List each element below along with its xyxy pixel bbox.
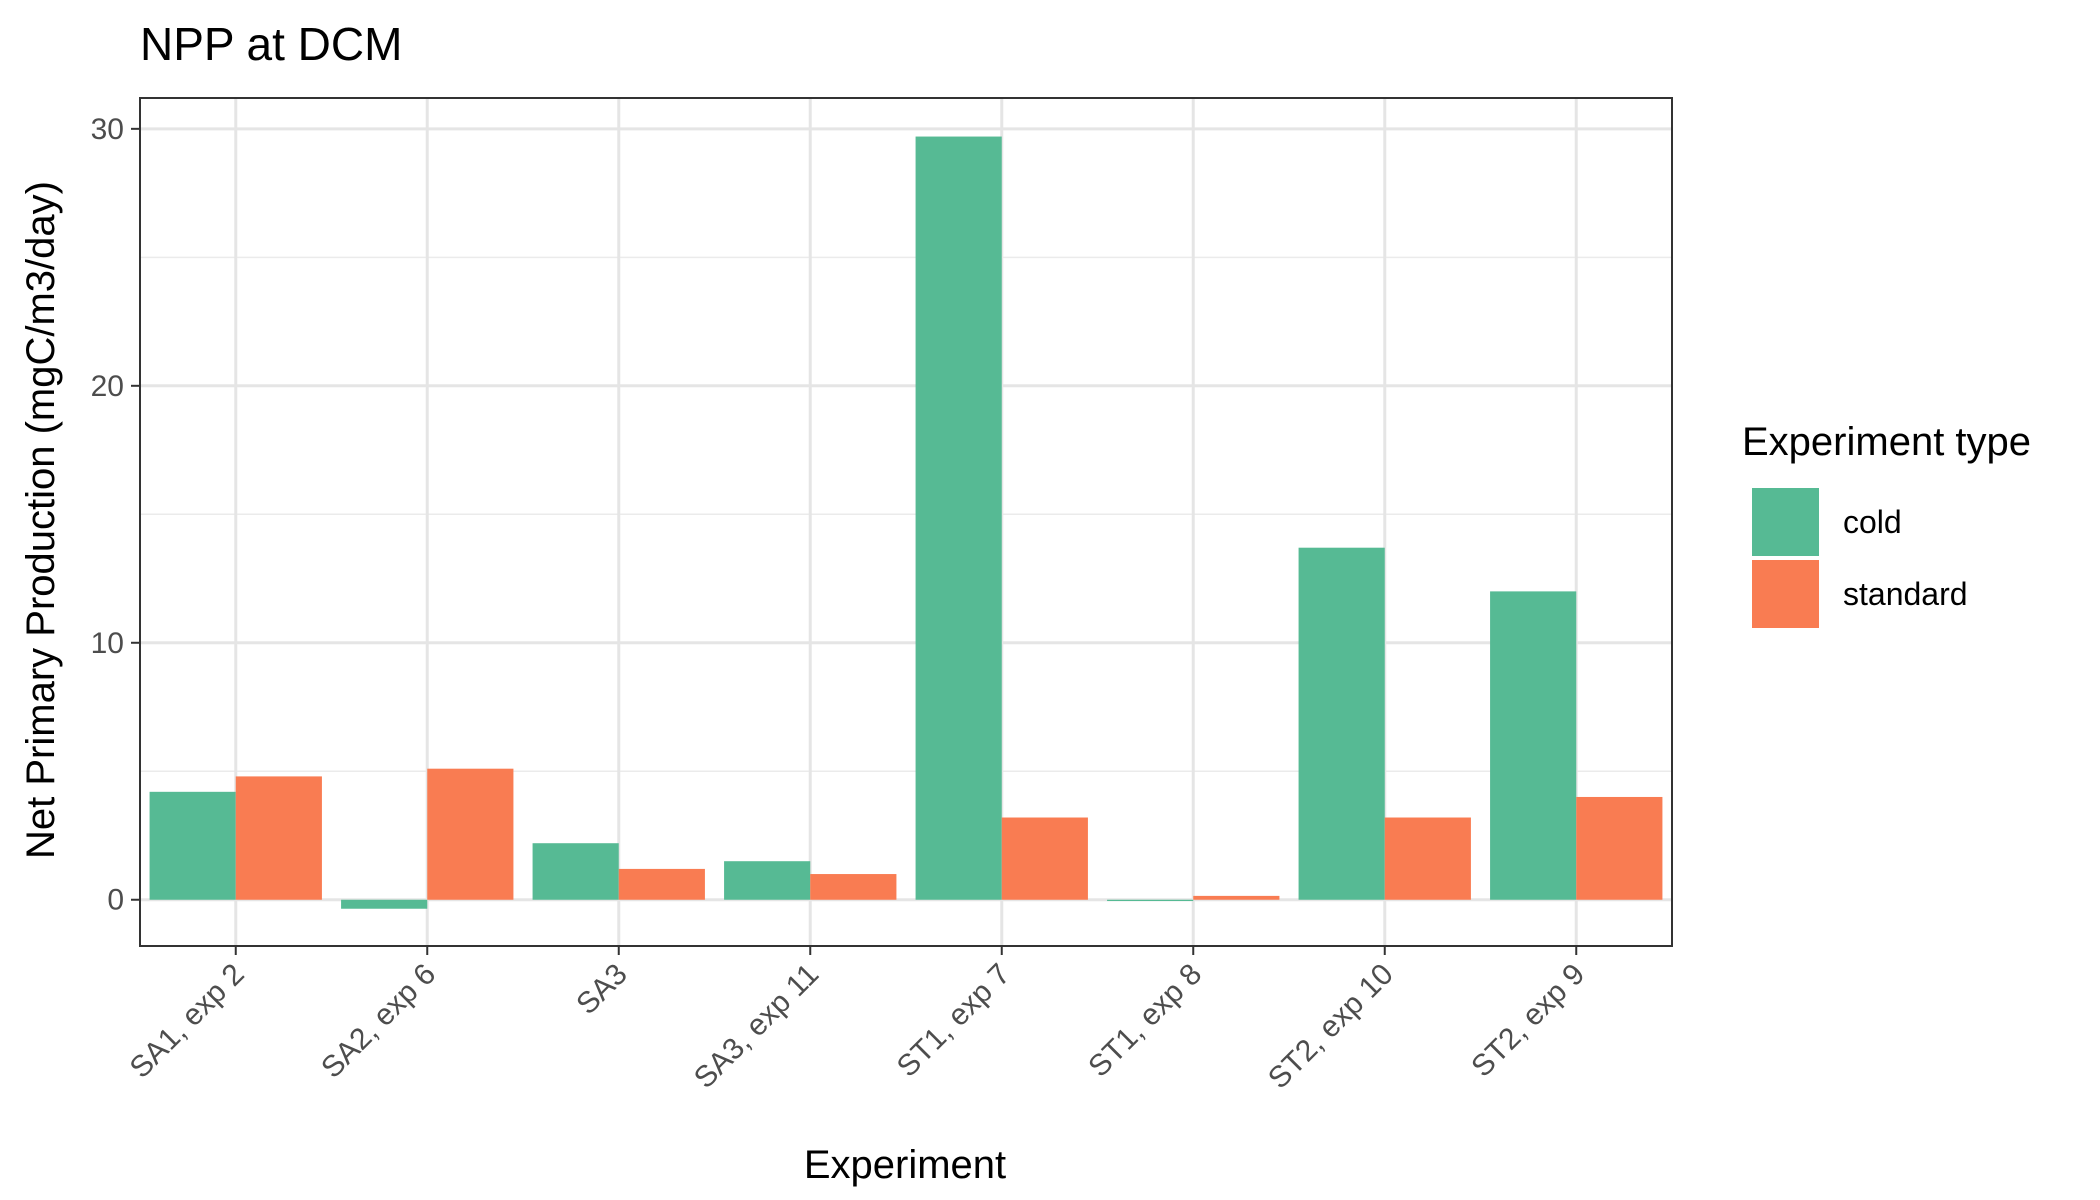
bar-standard — [1193, 895, 1280, 900]
y-tick-label: 20 — [91, 370, 124, 403]
legend-key-standard — [1752, 560, 1819, 628]
panel-background — [140, 98, 1672, 946]
x-axis-title: Experiment — [804, 1143, 1006, 1187]
bar-standard — [1576, 796, 1663, 900]
bar-cold — [1490, 591, 1577, 900]
x-tick-label: SA3, exp 11 — [688, 958, 825, 1095]
x-tick-label: ST1, exp 7 — [891, 958, 1017, 1084]
bar-cold — [1107, 899, 1194, 902]
x-tick-label: ST2, exp 10 — [1262, 958, 1400, 1096]
legend-key-cold — [1752, 488, 1819, 556]
chart-title: NPP at DCM — [140, 18, 402, 70]
bar-cold — [149, 791, 236, 900]
legend-label-cold: cold — [1843, 504, 1902, 540]
bar-standard — [618, 868, 705, 900]
bar-standard — [427, 768, 514, 900]
x-tick-label: SA3 — [570, 958, 633, 1021]
bars — [149, 136, 1663, 909]
x-tick-label: ST1, exp 8 — [1082, 958, 1208, 1084]
bar-standard — [1384, 817, 1471, 900]
bar-standard — [810, 874, 897, 900]
bar-standard — [1001, 817, 1088, 900]
bar-cold — [341, 899, 428, 909]
grid — [140, 98, 1672, 946]
x-tick-label: ST2, exp 9 — [1465, 958, 1591, 1084]
bar-standard — [235, 776, 322, 900]
bar-cold — [532, 843, 619, 900]
y-tick-label: 10 — [91, 627, 124, 660]
y-axis: 0 10 20 30 — [91, 113, 140, 917]
panel-border — [139, 97, 1673, 947]
legend-title: Experiment type — [1742, 420, 2031, 464]
y-tick-label: 30 — [91, 113, 124, 146]
bar-cold — [915, 136, 1002, 900]
bar-cold — [724, 861, 811, 900]
x-tick-label: SA1, exp 2 — [124, 958, 251, 1085]
y-axis-title: Net Primary Production (mgC/m3/day) — [19, 181, 63, 859]
x-tick-label: SA2, exp 6 — [315, 958, 442, 1085]
bar-cold — [1298, 547, 1385, 900]
legend: Experiment type cold standard — [1742, 420, 2031, 628]
x-axis: SA1, exp 2 SA2, exp 6 SA3 SA3, exp 11 ST1, e… — [124, 946, 1591, 1096]
y-tick-label: 0 — [107, 884, 124, 917]
legend-label-standard: standard — [1843, 576, 1968, 612]
